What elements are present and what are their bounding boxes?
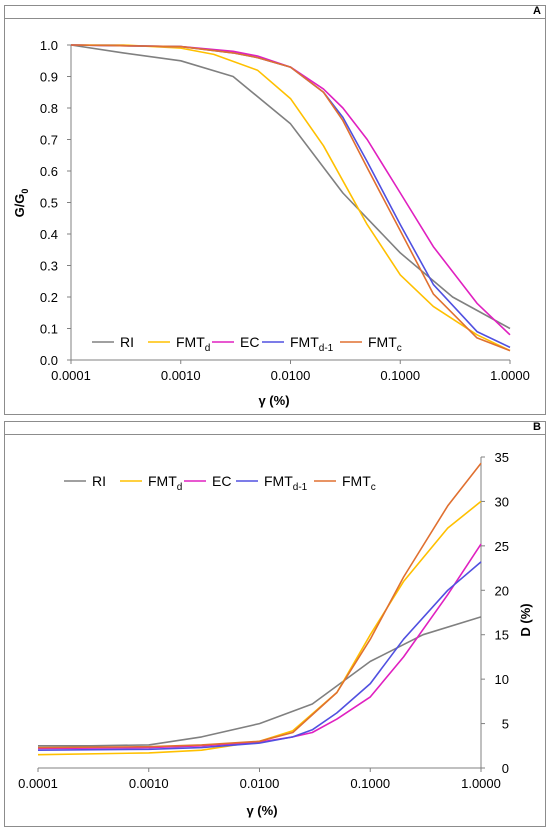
- legend-label-fmtc: FMTc: [368, 334, 402, 354]
- y-tick-label: 5: [502, 717, 509, 732]
- panel-a-frame: A: [4, 5, 546, 415]
- y-tick-label: 0.2: [40, 290, 58, 305]
- x-tick-label: 0.0100: [271, 368, 311, 383]
- legend-label-sub: d-1: [319, 343, 334, 354]
- y-tick-label: 35: [495, 450, 509, 465]
- legend-label-fmtd: FMTd: [176, 334, 210, 354]
- y-tick-label: 10: [495, 672, 509, 687]
- legend-label-ri: RI: [120, 334, 134, 350]
- y-tick-label: 0.8: [40, 101, 58, 116]
- panel-a-x-axis-label: γ (%): [258, 393, 289, 408]
- legend-label-sub: d: [177, 482, 183, 493]
- series-line-fmtc: [70, 44, 511, 352]
- panel-a-y-axis-label-main: G/G: [12, 194, 27, 218]
- x-tick-label: 0.0100: [240, 776, 280, 791]
- y-tick-label: 0.5: [40, 196, 58, 211]
- legend-label-main: RI: [120, 334, 134, 350]
- series-line-ec: [37, 543, 482, 750]
- series-line-ri: [38, 616, 482, 747]
- y-tick-label: 1.0: [40, 38, 58, 53]
- series-line-fmtd-1: [70, 44, 511, 349]
- x-tick-label: 0.1000: [350, 776, 390, 791]
- y-tick-label: 0.4: [40, 227, 58, 242]
- panel-b-series: [37, 462, 482, 756]
- series-line-fmtd: [71, 44, 511, 352]
- y-tick-label: 0.7: [40, 133, 58, 148]
- panel-a-ticks: 0.0001 0.0010 0.0100 0.1000 1.0000 0.0 0.1 0.2 0…: [40, 38, 530, 383]
- panel-b-frame: B: [4, 421, 546, 827]
- series-line-ec: [70, 44, 511, 336]
- panel-a-header: A: [5, 5, 545, 19]
- legend-label-sub: d-1: [293, 482, 308, 493]
- y-tick-label: 0.9: [40, 70, 58, 85]
- legend-label-main: FMT: [368, 334, 397, 350]
- legend-label-fmtd: FMTd: [148, 473, 182, 493]
- panel-a-chart: 0.0001 0.0010 0.0100 0.1000 1.0000 0.0 0.1 0.2 0…: [12, 38, 530, 408]
- y-tick-label: 30: [495, 494, 509, 509]
- legend-label-main: FMT: [290, 334, 319, 350]
- legend-label-fmtc: FMTc: [342, 473, 376, 493]
- legend-label-main: EC: [212, 473, 231, 489]
- legend-label-sub: c: [371, 482, 376, 493]
- legend-label-sub: c: [397, 343, 402, 354]
- legend-label-main: FMT: [264, 473, 293, 489]
- series-line-fmtd-1: [37, 561, 482, 751]
- legend-label-main: FMT: [148, 473, 177, 489]
- legend-label-main: EC: [240, 334, 259, 350]
- panel-b-x-axis-label: γ (%): [246, 803, 277, 818]
- panel-b-header: B: [5, 421, 545, 435]
- panel-b-plot-area: [38, 457, 482, 769]
- panel-b-y-axis-label: D (%): [518, 603, 533, 636]
- y-tick-label: 0.3: [40, 259, 58, 274]
- panel-a-label: A: [533, 5, 541, 17]
- y-tick-label: 0.6: [40, 164, 58, 179]
- x-tick-label: 0.1000: [380, 368, 420, 383]
- legend-label-fmtd-1: FMTd-1: [264, 473, 308, 493]
- series-line-fmtc: [37, 462, 482, 749]
- panel-a-legend: RI FMTd EC FMTd-1 FMTc: [92, 334, 402, 354]
- legend-label-main: FMT: [176, 334, 205, 350]
- panel-a-y-axis-label-sub: 0: [20, 189, 30, 194]
- panel-a-y-axis-label: G/G0: [12, 189, 30, 218]
- panel-b-label: B: [533, 421, 541, 433]
- panel-a-series: [70, 44, 511, 352]
- y-tick-label: 0.0: [40, 353, 58, 368]
- x-tick-label: 0.0001: [18, 776, 58, 791]
- panel-b-legend: RI FMTd EC FMTd-1 FMTc: [64, 473, 376, 493]
- y-tick-label: 0.1: [40, 322, 58, 337]
- y-tick-label: 20: [495, 583, 509, 598]
- legend-label-main: RI: [92, 473, 106, 489]
- legend-label-sub: d: [205, 343, 211, 354]
- legend-label-fmtd-1: FMTd-1: [290, 334, 334, 354]
- y-tick-label: 0: [502, 761, 509, 776]
- x-tick-label: 0.0010: [161, 368, 201, 383]
- y-tick-label: 15: [495, 628, 509, 643]
- legend-label-main: FMT: [342, 473, 371, 489]
- legend-label-ec: EC: [240, 334, 259, 350]
- x-tick-label: 0.0001: [51, 368, 91, 383]
- legend-label-ri: RI: [92, 473, 106, 489]
- x-tick-label: 1.0000: [461, 776, 501, 791]
- y-tick-label: 25: [495, 539, 509, 554]
- x-tick-label: 0.0010: [129, 776, 169, 791]
- series-line-ri: [70, 44, 511, 330]
- legend-label-ec: EC: [212, 473, 231, 489]
- x-tick-label: 1.0000: [490, 368, 530, 383]
